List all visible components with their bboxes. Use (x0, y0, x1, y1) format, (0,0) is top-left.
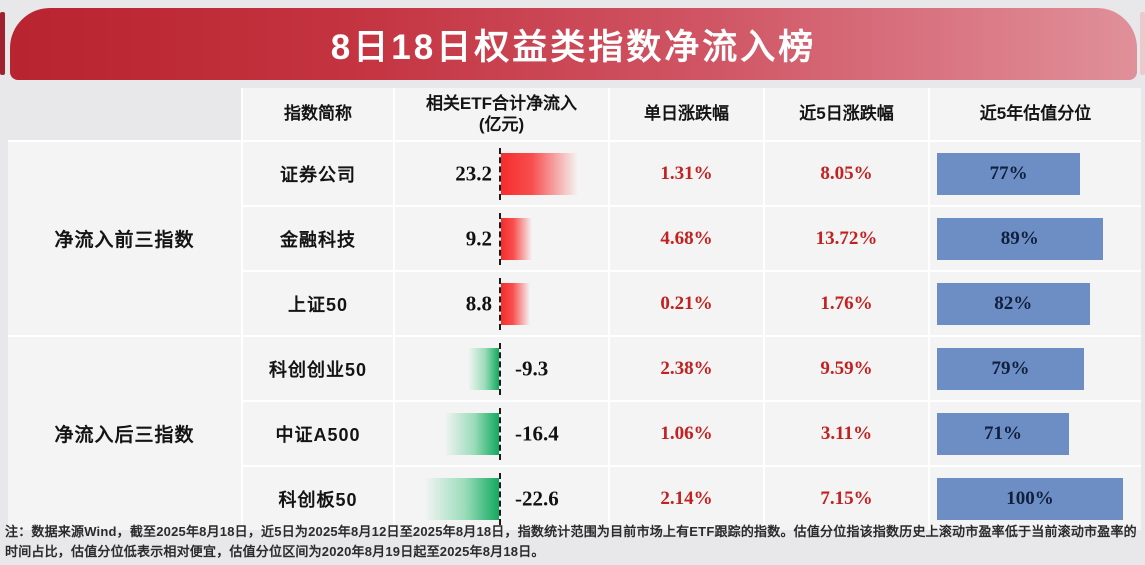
net-inflow-value: -16.4 (515, 421, 559, 445)
header-inflow: 相关ETF合计净流入 (亿元) (395, 88, 608, 140)
valuation-cell: 82% (930, 272, 1141, 335)
net-inflow-cell: -22.6 (395, 467, 608, 530)
net-inflow-value: 9.2 (465, 226, 492, 250)
valuation-value: 82% (994, 292, 1033, 314)
zero-axis-line (499, 472, 501, 525)
zero-axis-line (499, 212, 501, 265)
index-name: 上证50 (243, 272, 393, 335)
change-5d-value: 8.05% (765, 142, 928, 205)
group-label-bottom3: 净流入后三指数 (8, 337, 241, 530)
valuation-value: 100% (1006, 487, 1054, 509)
zero-axis-line (499, 147, 501, 200)
valuation-bar: 100% (937, 477, 1123, 520)
inflow-table: 指数简称 相关ETF合计净流入 (亿元) 单日涨跌幅 近5日涨跌幅 近5年估值分位… (8, 88, 1141, 530)
change-5d-value: 3.11% (765, 402, 928, 465)
valuation-value: 77% (989, 162, 1028, 184)
banner-right-accent (1140, 12, 1145, 75)
valuation-cell: 89% (930, 207, 1141, 270)
zero-axis-line (499, 342, 501, 395)
index-name: 证券公司 (243, 142, 393, 205)
net-inflow-cell: -16.4 (395, 402, 608, 465)
index-name: 科创创业50 (243, 337, 393, 400)
net-inflow-bar (501, 152, 579, 195)
header-valuation: 近5年估值分位 (930, 88, 1141, 140)
header-index: 指数简称 (243, 88, 393, 140)
net-inflow-value: 8.8 (465, 291, 492, 315)
index-name: 科创板50 (243, 467, 393, 530)
valuation-bar: 82% (937, 282, 1090, 325)
valuation-cell: 71% (930, 402, 1141, 465)
net-inflow-cell: 23.2 (395, 142, 608, 205)
change-5d-value: 1.76% (765, 272, 928, 335)
valuation-bar: 77% (937, 152, 1081, 195)
valuation-value: 71% (984, 422, 1023, 444)
title-banner: 8日18日权益类指数净流入榜 (10, 8, 1137, 80)
net-inflow-bar (501, 282, 531, 325)
valuation-value: 79% (991, 357, 1030, 379)
zero-axis-line (499, 407, 501, 460)
index-name: 金融科技 (243, 207, 393, 270)
net-inflow-value: 23.2 (455, 161, 492, 185)
zero-axis-line (499, 277, 501, 330)
daily-change-value: 1.31% (610, 142, 763, 205)
change-5d-value: 13.72% (765, 207, 928, 270)
index-name: 中证A500 (243, 402, 393, 465)
net-inflow-bar (501, 217, 532, 260)
valuation-bar: 79% (937, 347, 1084, 390)
header-daily-change: 单日涨跌幅 (610, 88, 763, 140)
net-inflow-cell: 8.8 (395, 272, 608, 335)
header-blank-cell (8, 88, 241, 140)
header-inflow-text: 相关ETF合计净流入 (亿元) (425, 93, 578, 134)
net-inflow-bar (444, 412, 499, 455)
valuation-bar: 71% (937, 412, 1070, 455)
page-title: 8日18日权益类指数净流入榜 (330, 27, 817, 67)
banner-left-accent (0, 12, 5, 75)
group-label-top3: 净流入前三指数 (8, 142, 241, 335)
daily-change-value: 1.06% (610, 402, 763, 465)
net-inflow-value: -9.3 (515, 356, 549, 380)
daily-change-value: 2.38% (610, 337, 763, 400)
net-inflow-bar (468, 347, 499, 390)
daily-change-value: 2.14% (610, 467, 763, 530)
valuation-cell: 100% (930, 467, 1141, 530)
net-inflow-bar (423, 477, 499, 520)
valuation-cell: 77% (930, 142, 1141, 205)
valuation-cell: 79% (930, 337, 1141, 400)
daily-change-value: 0.21% (610, 272, 763, 335)
footnote: 注：数据来源Wind，截至2025年8月18日，近5日为2025年8月12日至2… (5, 524, 1137, 560)
net-inflow-value: -22.6 (515, 486, 559, 510)
net-inflow-cell: 9.2 (395, 207, 608, 270)
change-5d-value: 7.15% (765, 467, 928, 530)
change-5d-value: 9.59% (765, 337, 928, 400)
valuation-value: 89% (1000, 227, 1039, 249)
header-5d-change: 近5日涨跌幅 (765, 88, 928, 140)
net-inflow-cell: -9.3 (395, 337, 608, 400)
daily-change-value: 4.68% (610, 207, 763, 270)
valuation-bar: 89% (937, 217, 1103, 260)
